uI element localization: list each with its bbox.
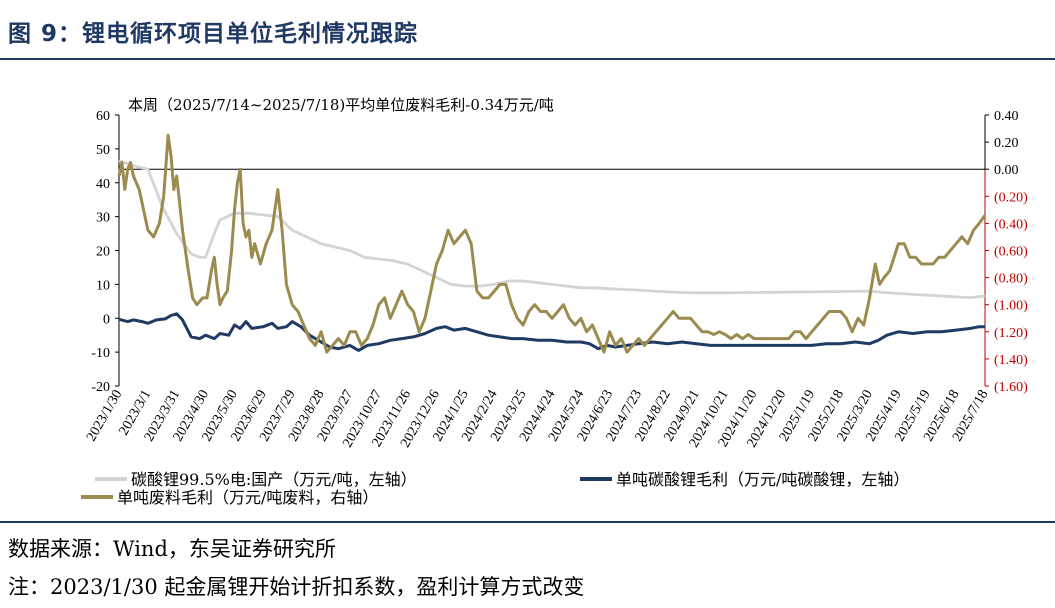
top-divider	[0, 58, 1055, 60]
left-tick-label: 30	[96, 211, 110, 226]
note-text: 注：2023/1/30 起金属锂开始计折扣系数，盈利计算方式改变	[8, 575, 585, 599]
left-tick-label: 20	[96, 245, 110, 260]
left-tick-label: -20	[91, 380, 110, 395]
right-tick-label-negative: (1.00)	[994, 299, 1028, 314]
right-tick-label-negative: (0.60)	[994, 245, 1028, 260]
left-tick-label: 10	[96, 278, 110, 293]
series-line-0	[118, 159, 986, 299]
left-axis: 60 50 40 30 20 10 0 -10 -20	[91, 109, 120, 395]
right-tick-label-negative: (1.60)	[994, 380, 1028, 395]
right-tick-label-negative: (0.80)	[994, 272, 1028, 287]
right-tick-label-negative: (1.20)	[994, 326, 1028, 341]
right-tick-label-negative: (0.40)	[994, 217, 1028, 232]
right-axis: 0.40 0.20 0.00 (0.20) (0.40) (0.60) (0.80) (1.0…	[984, 109, 1028, 395]
left-tick-label: 0	[103, 312, 110, 327]
figure-title: 图 9：锂电循环项目单位毛利情况跟踪	[8, 21, 419, 47]
left-tick-label: 40	[96, 177, 110, 192]
series-lines	[117, 133, 987, 354]
right-tick-label: 0.20	[994, 136, 1019, 151]
left-tick-label: -10	[91, 346, 110, 361]
series-line-1	[118, 312, 985, 352]
source-text: 数据来源：Wind，东吴证券研究所	[8, 537, 336, 561]
right-tick-label: 0.00	[994, 163, 1019, 178]
bottom-divider	[0, 521, 1055, 523]
legend: 碳酸锂99.5%电:国产（万元/吨，左轴） 单吨碳酸锂毛利（万元/吨碳酸锂，左轴…	[81, 470, 909, 507]
legend-label-waste-margin: 单吨废料毛利（万元/吨废料，右轴）	[117, 488, 378, 507]
left-tick-label: 60	[96, 109, 110, 124]
chart-annotation: 本周（2025/7/14~2025/7/18)平均单位废料毛利-0.34万元/吨	[128, 96, 554, 114]
x-tick-label: 2023/1/30	[84, 388, 125, 445]
left-tick-label: 50	[96, 143, 110, 158]
right-tick-label-negative: (1.40)	[994, 353, 1028, 368]
legend-label-carbonate-margin: 单吨碳酸锂毛利（万元/吨碳酸锂，左轴）	[616, 470, 909, 489]
series-line-2	[117, 133, 987, 354]
legend-label-lithium-price: 碳酸锂99.5%电:国产（万元/吨，左轴）	[131, 470, 417, 489]
chart: 60 50 40 30 20 10 0 -10 -20 0.40 0.20 0.00 (0.20) (0…	[81, 96, 1028, 507]
right-tick-label-negative: (0.20)	[994, 190, 1028, 205]
right-tick-label: 0.40	[994, 109, 1019, 124]
